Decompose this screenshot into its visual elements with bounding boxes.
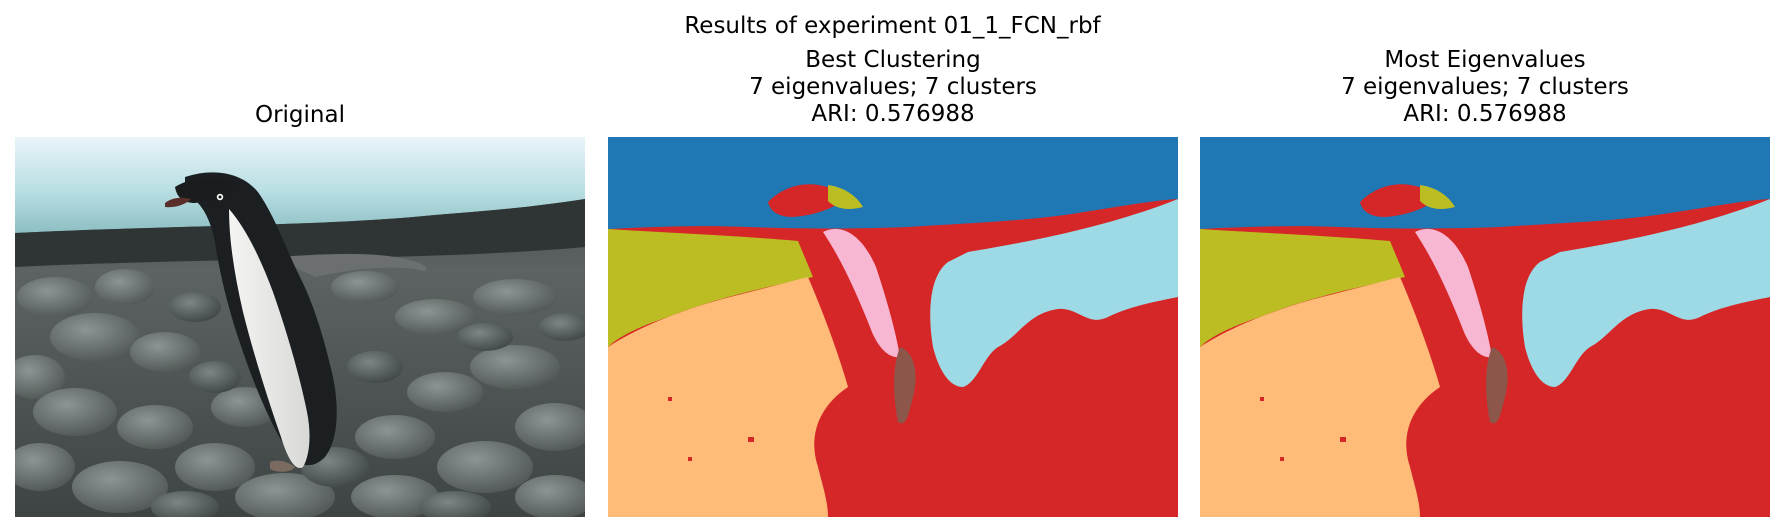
best-clustering-segmentation	[608, 137, 1178, 517]
title-line: ARI: 0.576988	[811, 101, 975, 127]
title-line: Most Eigenvalues	[1384, 47, 1586, 73]
panel-title-best-clustering: Best Clustering 7 eigenvalues; 7 cluster…	[608, 47, 1178, 128]
title-line: Original	[254, 102, 345, 128]
title-line: ARI: 0.576988	[1403, 101, 1567, 127]
panel-title-most-eigenvalues: Most Eigenvalues 7 eigenvalues; 7 cluste…	[1200, 47, 1770, 128]
title-line: 7 eigenvalues; 7 clusters	[749, 74, 1037, 100]
title-line: 7 eigenvalues; 7 clusters	[1341, 74, 1629, 100]
figure-title: Results of experiment 01_1_FCN_rbf	[684, 13, 1101, 39]
title-line: Best Clustering	[805, 47, 981, 73]
original-photo	[15, 137, 585, 517]
most-eigenvalues-segmentation	[1200, 137, 1770, 517]
panel-title-original: Original	[15, 102, 585, 129]
